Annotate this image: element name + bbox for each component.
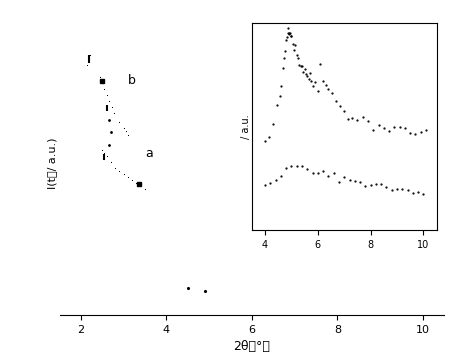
Text: a: a: [145, 147, 153, 160]
Y-axis label: I(t）/ a.u.): I(t）/ a.u.): [47, 137, 57, 189]
X-axis label: 2θ（°）: 2θ（°）: [234, 340, 270, 353]
Text: b: b: [128, 74, 136, 87]
